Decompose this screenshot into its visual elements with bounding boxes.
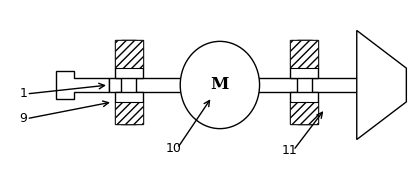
Text: 11: 11: [281, 144, 297, 157]
Polygon shape: [56, 71, 109, 99]
Ellipse shape: [180, 41, 259, 129]
Bar: [114, 102, 142, 124]
Bar: [109, 78, 358, 92]
Bar: [290, 40, 317, 78]
Bar: [290, 40, 317, 68]
Text: M: M: [210, 77, 228, 93]
Bar: [114, 40, 142, 78]
Text: 9: 9: [19, 112, 27, 125]
Polygon shape: [356, 30, 406, 140]
Text: 1: 1: [19, 87, 27, 100]
Text: 10: 10: [165, 142, 181, 155]
Bar: [121, 40, 136, 124]
Bar: [114, 40, 142, 68]
Bar: [290, 92, 317, 124]
Bar: [290, 102, 317, 124]
Bar: [296, 40, 311, 124]
Bar: [114, 92, 142, 124]
